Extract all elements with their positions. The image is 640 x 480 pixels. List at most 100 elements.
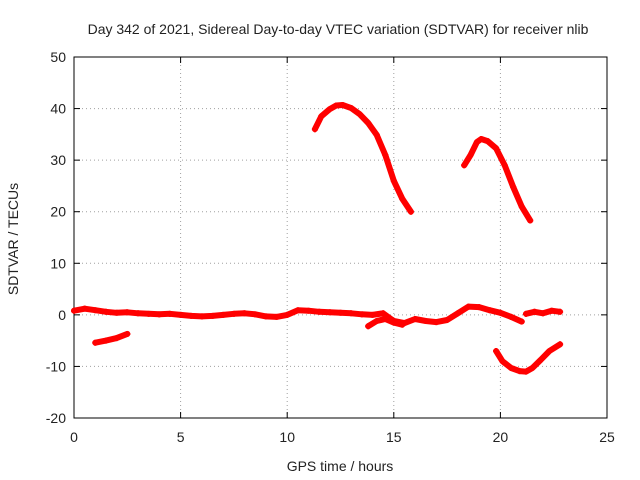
data-point — [326, 106, 333, 113]
chart-title: Day 342 of 2021, Sidereal Day-to-day VTE… — [88, 21, 589, 37]
x-axis-label: GPS time / hours — [287, 458, 394, 474]
data-point — [493, 347, 500, 354]
data-point — [548, 307, 555, 314]
data-point — [444, 317, 451, 324]
data-point — [333, 102, 340, 109]
data-point — [476, 304, 483, 311]
series-low-segment — [92, 330, 131, 346]
y-tick-label: -20 — [46, 410, 66, 426]
data-point — [284, 311, 291, 318]
data-point — [92, 339, 99, 346]
data-point — [305, 307, 312, 314]
y-tick-label: 40 — [50, 101, 66, 117]
data-point — [358, 311, 365, 318]
data-point — [537, 356, 544, 363]
data-point — [399, 195, 406, 202]
data-point — [390, 319, 397, 326]
grid-lines — [74, 57, 607, 418]
data-point — [339, 101, 346, 108]
data-point — [382, 151, 389, 158]
data-point — [294, 307, 301, 314]
data-point — [433, 319, 440, 326]
data-point — [516, 368, 523, 375]
series-negative-arc — [493, 341, 564, 375]
data-point — [465, 303, 472, 310]
data-point — [510, 183, 517, 190]
data-point — [241, 310, 248, 317]
series-late-baseline — [522, 307, 564, 317]
data-point — [102, 337, 109, 344]
data-point — [557, 308, 564, 315]
data-point — [81, 305, 88, 312]
data-point — [316, 308, 323, 315]
data-point — [454, 310, 461, 317]
data-point — [522, 310, 529, 317]
data-point — [365, 323, 372, 330]
data-point — [540, 310, 547, 317]
series-line — [92, 330, 131, 346]
data-point — [209, 312, 216, 319]
data-point — [145, 310, 152, 317]
data-point — [373, 131, 380, 138]
y-tick-label: 0 — [58, 307, 66, 323]
data-point — [369, 311, 376, 318]
data-point — [102, 308, 109, 315]
data-point — [230, 310, 237, 317]
data-point — [412, 315, 419, 322]
data-point — [467, 151, 474, 158]
plot-border — [73, 56, 608, 419]
data-point — [382, 315, 389, 322]
data-point — [486, 307, 493, 314]
data-point — [497, 309, 504, 316]
series-line — [493, 341, 564, 375]
data-point — [546, 347, 553, 354]
series-line — [461, 136, 534, 224]
data-point — [473, 139, 480, 146]
data-point — [356, 111, 363, 118]
data-point — [557, 341, 564, 348]
data-point — [373, 318, 380, 325]
y-axis-label: SDTVAR / TECUs — [5, 183, 21, 295]
data-point — [337, 309, 344, 316]
data-series — [71, 101, 564, 375]
data-point — [493, 145, 500, 152]
y-tick-label: 20 — [50, 204, 66, 220]
data-point — [318, 113, 325, 120]
series-baseline-segment — [71, 303, 525, 327]
data-point — [508, 364, 515, 371]
data-point — [326, 309, 333, 316]
data-point — [113, 335, 120, 342]
data-point — [198, 313, 205, 320]
data-point — [531, 308, 538, 315]
data-point — [156, 311, 163, 318]
series-line — [311, 102, 414, 215]
y-tick-label: -10 — [46, 358, 66, 374]
data-point — [518, 318, 525, 325]
x-tick-label: 0 — [70, 429, 78, 445]
data-point — [499, 358, 506, 365]
y-tick-label: 50 — [50, 49, 66, 65]
x-tick-label: 5 — [177, 429, 185, 445]
data-point — [484, 138, 491, 145]
data-point — [478, 135, 485, 142]
x-axis-ticks: 0 5 10 15 20 25 — [70, 57, 615, 445]
data-point — [166, 310, 173, 317]
data-point — [177, 311, 184, 318]
data-point — [134, 310, 141, 317]
series-high-arc-1 — [311, 101, 414, 215]
y-tick-label: 10 — [50, 255, 66, 271]
series-dip-segment — [365, 315, 406, 330]
y-axis-ticks: -20 -10 0 10 20 30 40 50 — [46, 49, 607, 426]
data-point — [422, 318, 429, 325]
data-point — [461, 162, 468, 169]
data-point — [220, 311, 227, 318]
data-point — [527, 217, 534, 224]
x-tick-label: 20 — [493, 429, 509, 445]
data-point — [92, 307, 99, 314]
data-point — [348, 105, 355, 112]
data-point — [399, 321, 406, 328]
y-tick-label: 30 — [50, 152, 66, 168]
data-point — [348, 310, 355, 317]
data-point — [262, 313, 269, 320]
